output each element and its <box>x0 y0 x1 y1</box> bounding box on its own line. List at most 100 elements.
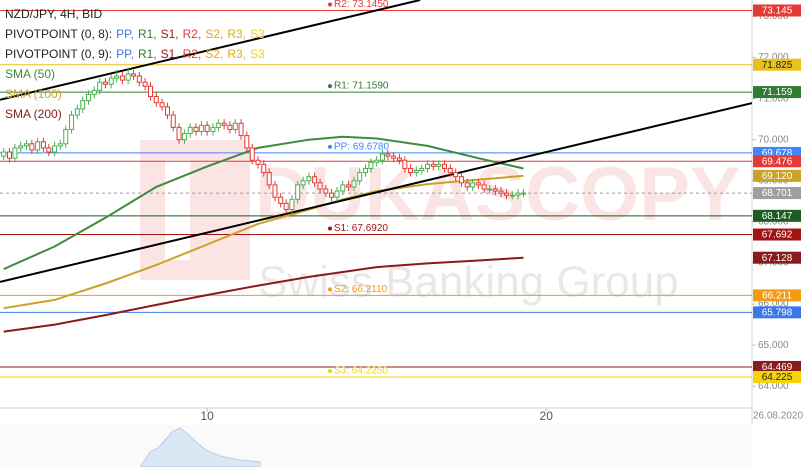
candle-body <box>289 198 295 211</box>
candle-body <box>114 75 120 79</box>
level-tag: R2: 73.1450 <box>334 0 389 10</box>
candle-body <box>475 182 481 186</box>
candle-body <box>357 172 363 182</box>
candle-body <box>176 126 182 141</box>
price-box <box>753 360 801 373</box>
candle-body <box>283 202 289 211</box>
candle-body <box>80 100 86 110</box>
pivot-legend-item: R2, <box>183 27 202 41</box>
sma-line <box>3 256 524 333</box>
candle-body <box>198 124 204 132</box>
candle-body <box>159 102 165 108</box>
level-tag-dot <box>328 287 332 292</box>
chart-title: NZD/JPY, 4H, BID <box>5 7 102 21</box>
pivot-legend-item: R1, <box>138 47 157 61</box>
pivot-legend: PIVOTPOINT (0, 8): PP, R1, S1, R2, S2, R3, S3 <box>5 27 265 41</box>
price-box <box>753 86 801 99</box>
candle-body <box>63 128 69 145</box>
y-tick-label: 70.000 <box>758 134 789 145</box>
candle-body <box>458 176 464 184</box>
watermark-brand: DUKASCOPY <box>255 152 741 237</box>
candle-body <box>221 122 227 126</box>
price-box-label: 68.147 <box>762 211 793 222</box>
candle-body <box>312 176 318 184</box>
pivot-legend-item: S1, <box>161 47 179 61</box>
price-box <box>753 187 801 200</box>
date-label: 26.08.2020 <box>753 411 803 422</box>
candle-body <box>170 114 176 128</box>
candle-body <box>23 143 29 147</box>
candle-body <box>470 182 476 188</box>
level-tag: S1: 67.6920 <box>334 223 388 234</box>
navigator <box>0 425 752 467</box>
price-box-label: 69.476 <box>762 156 793 167</box>
candle-body <box>102 81 108 85</box>
price-box <box>753 155 801 168</box>
candle-body <box>419 167 425 172</box>
y-tick-label: 73.000 <box>758 11 789 22</box>
candle-body <box>385 153 391 157</box>
level-tag: S2: 66.2110 <box>334 284 388 295</box>
candle-body <box>509 194 515 197</box>
pivot-legend-item: R2, <box>183 47 202 61</box>
navigator-area <box>139 427 261 467</box>
level-tag-dot <box>328 2 332 7</box>
price-box-label: 67.692 <box>762 230 793 241</box>
candle-body <box>142 81 148 87</box>
candle-body <box>29 143 35 151</box>
watermark-logo-cut <box>165 160 190 260</box>
candle-body <box>187 126 193 135</box>
candle-body <box>136 75 142 83</box>
y-tick-label: 64.000 <box>758 381 789 392</box>
pivot-legend-item: S2, <box>205 27 223 41</box>
candle-body <box>215 122 221 128</box>
candle-body <box>408 167 414 174</box>
level-tag: R1: 71.1590 <box>334 81 389 92</box>
candle-body <box>261 163 267 174</box>
watermark: DUKASCOPY Swiss Banking Group <box>140 140 741 307</box>
price-box <box>753 169 801 182</box>
candle-body <box>436 163 442 167</box>
price-box <box>753 58 801 71</box>
candle-body <box>464 182 470 188</box>
legend-entry: SMA (200) <box>5 107 62 121</box>
candle-body <box>453 172 459 178</box>
candle-body <box>57 143 63 147</box>
candle-body <box>131 73 137 77</box>
legend-entry: SMA (100) <box>5 87 62 101</box>
candle-body <box>515 192 521 196</box>
candle-body <box>413 170 419 174</box>
price-box-label: 71.825 <box>762 60 793 71</box>
candle-body <box>232 122 238 130</box>
candle-body <box>481 184 487 190</box>
candle-body <box>323 188 329 194</box>
sma-line <box>3 135 524 271</box>
price-box <box>753 4 801 17</box>
trend-line <box>0 102 752 283</box>
candle-body <box>306 176 312 182</box>
level-tag: S3: 64.2250 <box>334 366 388 377</box>
candle-body <box>329 192 335 198</box>
legend: NZD/JPY, 4H, BID PIVOTPOINT (0, 8): PP, R1,… <box>5 7 265 121</box>
candle-body <box>108 77 114 85</box>
level-tag-dot <box>328 368 332 373</box>
price-box-label: 65.798 <box>762 307 793 318</box>
pivot-legend-item: PP, <box>116 47 134 61</box>
candle-body <box>244 135 250 149</box>
candle-body <box>504 192 510 196</box>
candle-body <box>379 153 385 161</box>
candle-body <box>69 114 75 130</box>
candle-body <box>255 159 261 165</box>
candle-body <box>12 147 18 159</box>
candle-body <box>425 163 431 169</box>
candle-body <box>85 94 91 102</box>
y-tick-label: 71.000 <box>758 93 789 104</box>
candle-body <box>238 122 244 137</box>
candle-body <box>204 124 210 132</box>
candle-body <box>520 192 526 195</box>
candle-body <box>35 141 41 151</box>
candle-body <box>97 81 103 91</box>
level-tag-dot <box>328 144 332 149</box>
y-tick-label: 65.000 <box>758 340 789 351</box>
